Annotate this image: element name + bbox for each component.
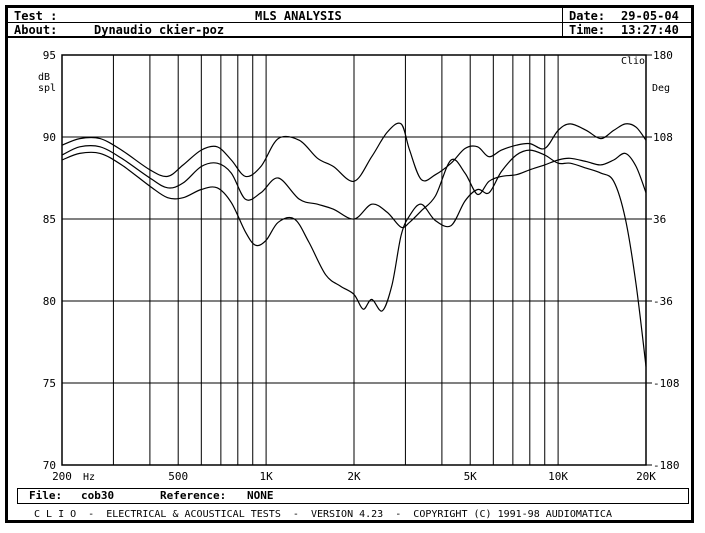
reference-value: NONE: [247, 489, 274, 502]
x-tick-label: 5K: [464, 470, 478, 483]
series-line-2: [61, 145, 647, 229]
x-tick-label: 1K: [259, 470, 273, 483]
header-separator-left: [562, 8, 563, 37]
right-axis-label: Deg: [652, 83, 670, 94]
header-divider: [8, 22, 691, 23]
right-tick-label: 36: [653, 213, 666, 226]
right-tick-label: 108: [653, 131, 673, 144]
date-value: 29-05-04: [621, 9, 679, 23]
axis-labels: 95 90 85 80 75 70 180 108 36 -36 -108 -180 200 500 1K 2…: [43, 49, 680, 483]
x-tick-label: 500: [168, 470, 188, 483]
series-layer: [61, 122, 647, 367]
y-tick-label: 85: [43, 213, 56, 226]
file-label: File:: [29, 489, 63, 502]
frequency-response-chart: 95 90 85 80 75 70 180 108 36 -36 -108 -180 200 500 1K 2…: [38, 49, 680, 483]
grid: [62, 54, 652, 466]
time-value: 13:27:40: [621, 23, 679, 37]
right-tick-label: -180: [653, 459, 680, 472]
file-info-bar: [17, 488, 689, 504]
y-tick-label: 90: [43, 131, 56, 144]
y-axis-label-spl: spl: [38, 83, 56, 94]
y-tick-label: 75: [43, 377, 56, 390]
y-axis-label-db: dB: [38, 72, 50, 83]
reference-label: Reference:: [160, 489, 227, 502]
about-value: Dynaudio ckier-poz: [94, 23, 225, 37]
right-tick-label: -108: [653, 377, 680, 390]
clio-window-frame: [5, 5, 694, 523]
x-tick-label: 20K: [636, 470, 656, 483]
right-tick-label: 180: [653, 49, 673, 62]
y-tick-label: 70: [43, 459, 56, 472]
x-unit-label: Hz: [83, 472, 95, 483]
time-label: Time:: [569, 23, 606, 37]
test-label: Test :: [14, 9, 58, 23]
x-tick-label: 200: [52, 470, 72, 483]
header-bottom-rule: [8, 36, 691, 38]
plot-border: [61, 54, 647, 466]
file-value: cob30: [81, 489, 115, 502]
right-tick-label: -36: [653, 295, 673, 308]
x-tick-label: 2K: [347, 470, 361, 483]
y-tick-label: 80: [43, 295, 56, 308]
clio-corner-label: Clio: [621, 56, 645, 67]
page-title: MLS ANALYSIS: [255, 9, 342, 23]
series-line-1: [61, 122, 647, 182]
x-tick-label: 10K: [548, 470, 568, 483]
copyright-footer: C L I O - ELECTRICAL & ACOUSTICAL TESTS …: [34, 509, 612, 520]
series-line-3: [61, 149, 647, 367]
about-label: About:: [14, 23, 58, 37]
date-label: Date:: [569, 9, 606, 23]
y-tick-label: 95: [43, 49, 56, 62]
